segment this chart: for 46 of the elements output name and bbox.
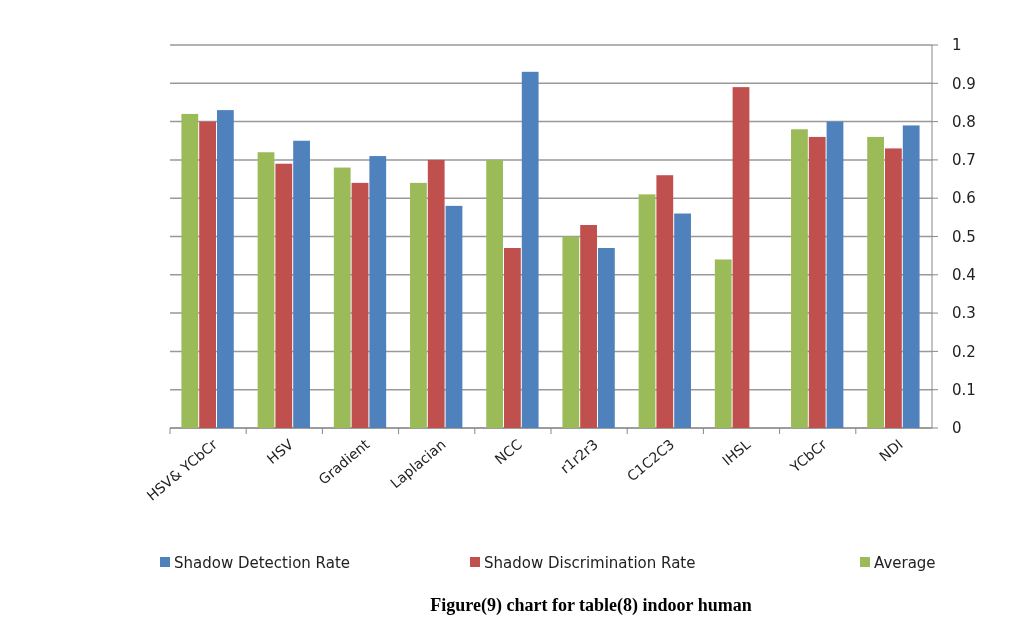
bar: [521, 71, 539, 428]
y-tick-label: 0.5: [952, 227, 976, 246]
bar: [674, 213, 691, 428]
bar: [351, 182, 369, 428]
bar: [867, 136, 885, 428]
bar: [445, 205, 463, 428]
y-tick-label: 0.7: [952, 151, 976, 170]
bar: [562, 236, 580, 428]
y-tick-label: 0.1: [952, 380, 976, 399]
y-tick-label: 0.4: [952, 266, 976, 285]
y-tick-label: 0.2: [952, 342, 976, 361]
bar: [257, 152, 275, 428]
bar: [638, 194, 656, 428]
bar: [410, 182, 427, 428]
bar: [369, 156, 387, 428]
bar: [504, 247, 521, 428]
bar: [293, 140, 310, 428]
bar: [808, 136, 826, 428]
y-tick-label: 1: [952, 36, 962, 55]
x-tick-label: IHSL: [719, 435, 754, 469]
bar: [714, 259, 732, 428]
legend-label: Average: [874, 554, 936, 573]
x-tick-label: NDI: [876, 436, 906, 465]
y-tick-label: 0.3: [952, 304, 976, 323]
bar: [580, 225, 597, 428]
bar: [199, 121, 216, 428]
bar: [732, 87, 750, 428]
bar: [826, 121, 844, 428]
bar: [486, 159, 504, 428]
y-tick-label: 0.8: [952, 112, 976, 131]
bar: [656, 175, 674, 428]
bar: [902, 125, 920, 428]
bar: [275, 163, 293, 428]
legend-label: Shadow Discrimination Rate: [484, 554, 696, 573]
y-tick-label: 0.9: [952, 74, 976, 93]
bar: [427, 159, 445, 428]
bar: [333, 167, 351, 428]
legend-label: Shadow Detection Rate: [174, 554, 350, 573]
y-tick-label: 0.6: [952, 189, 976, 208]
bar: [597, 247, 615, 428]
bar: [181, 113, 199, 428]
bar: [885, 148, 902, 428]
y-tick-label: 0: [952, 419, 962, 438]
bar: [791, 129, 808, 428]
text: Figure(9) chart for table(8) indoor human: [430, 595, 752, 616]
bar: [216, 110, 234, 428]
